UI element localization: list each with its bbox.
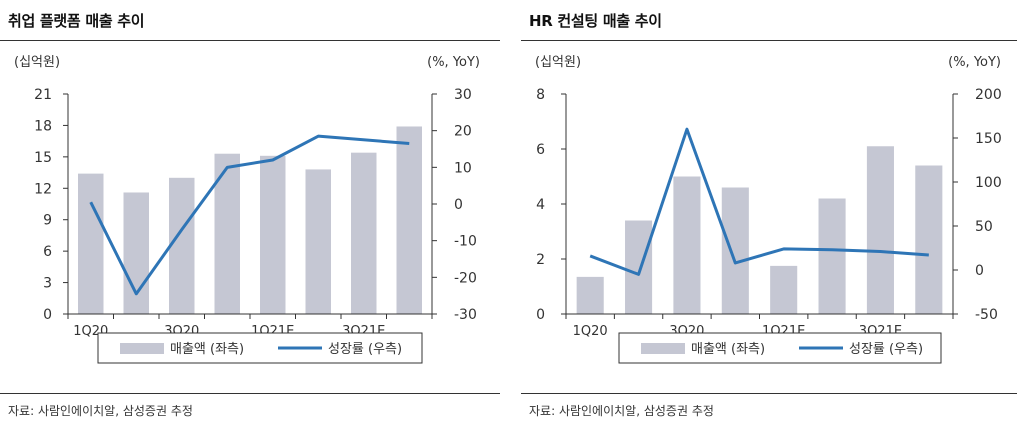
source-divider <box>521 393 1017 394</box>
right-tick-label: 0 <box>975 263 984 279</box>
bar <box>351 152 377 314</box>
legend-swatch-bar <box>120 343 164 354</box>
growth-rate-line <box>589 127 929 276</box>
chart-panel-hr-consulting: HR 컨설팅 매출 추이 (십억원) (%, YoY) 0 2 4 6 8 -50 0 50 100… <box>521 0 1017 434</box>
legend-label-line: 성장률 (우측) <box>328 342 402 357</box>
x-tick-label: 1Q20 <box>573 324 608 339</box>
bar <box>915 165 943 314</box>
source-note: 자료: 사람인에이치알, 삼성증권 추정 <box>529 404 714 418</box>
right-tick-label: 200 <box>975 87 1002 103</box>
left-tick-label: 4 <box>536 197 545 213</box>
right-axis-unit: (%, YoY) <box>948 55 1001 70</box>
left-tick-label: 2 <box>536 252 545 268</box>
left-tick-label: 3 <box>43 276 52 292</box>
title-divider <box>521 40 1017 41</box>
right-tick-label: 30 <box>454 87 472 103</box>
legend-label-line: 성장률 (우측) <box>849 342 923 357</box>
bar <box>721 187 749 314</box>
legend-swatch-bar <box>641 343 685 354</box>
right-tick-label: -10 <box>454 234 477 250</box>
right-tick-label: -50 <box>975 307 998 323</box>
left-tick-label: 12 <box>34 181 52 197</box>
bar <box>260 155 286 314</box>
bar <box>625 220 653 314</box>
left-axis-unit: (십억원) <box>14 55 60 70</box>
right-tick-label: 50 <box>975 219 993 235</box>
left-tick-label: 9 <box>43 213 52 229</box>
right-tick-label: 20 <box>454 124 472 140</box>
chart-svg: (십억원) (%, YoY) 0 3 6 9 12 15 18 21 -30 -20 -10 0 10 20 3… <box>14 55 480 364</box>
right-tick-label: -30 <box>454 307 477 323</box>
bar <box>818 198 846 314</box>
right-tick-label: 0 <box>454 197 463 213</box>
bar <box>123 192 149 314</box>
left-tick-label: 8 <box>536 87 545 103</box>
bar <box>305 169 331 314</box>
left-tick-label: 0 <box>536 307 545 323</box>
bar <box>78 173 104 314</box>
bar <box>576 276 604 314</box>
bar <box>396 126 422 314</box>
bar <box>866 146 894 314</box>
bar <box>673 176 701 314</box>
chart-panel-employment-platform: 취업 플랫폼 매출 추이 (십억원) (%, YoY) 0 3 6 9 12 15 18 21 -3… <box>0 0 500 434</box>
right-tick-label: 100 <box>975 175 1002 191</box>
bar <box>169 177 195 314</box>
source-note: 자료: 사람인에이치알, 삼성증권 추정 <box>8 404 193 418</box>
left-tick-label: 15 <box>34 150 52 166</box>
left-tick-label: 0 <box>43 307 52 323</box>
left-tick-label: 18 <box>34 118 52 134</box>
title-divider <box>0 40 500 41</box>
source-divider <box>0 393 500 394</box>
right-tick-label: 10 <box>454 160 472 176</box>
left-tick-label: 6 <box>536 142 545 158</box>
left-axis-unit: (십억원) <box>535 55 581 70</box>
bar <box>770 265 798 314</box>
right-axis-unit: (%, YoY) <box>427 55 480 70</box>
legend-label-bar: 매출액 (좌측) <box>691 342 765 357</box>
right-tick-label: -20 <box>454 270 477 286</box>
right-tick-label: 150 <box>975 131 1002 147</box>
chart-title: 취업 플랫폼 매출 추이 <box>8 12 145 30</box>
chart-title: HR 컨설팅 매출 추이 <box>529 12 662 30</box>
left-tick-label: 21 <box>34 87 52 103</box>
left-tick-label: 6 <box>43 244 52 260</box>
legend-label-bar: 매출액 (좌측) <box>170 342 244 357</box>
